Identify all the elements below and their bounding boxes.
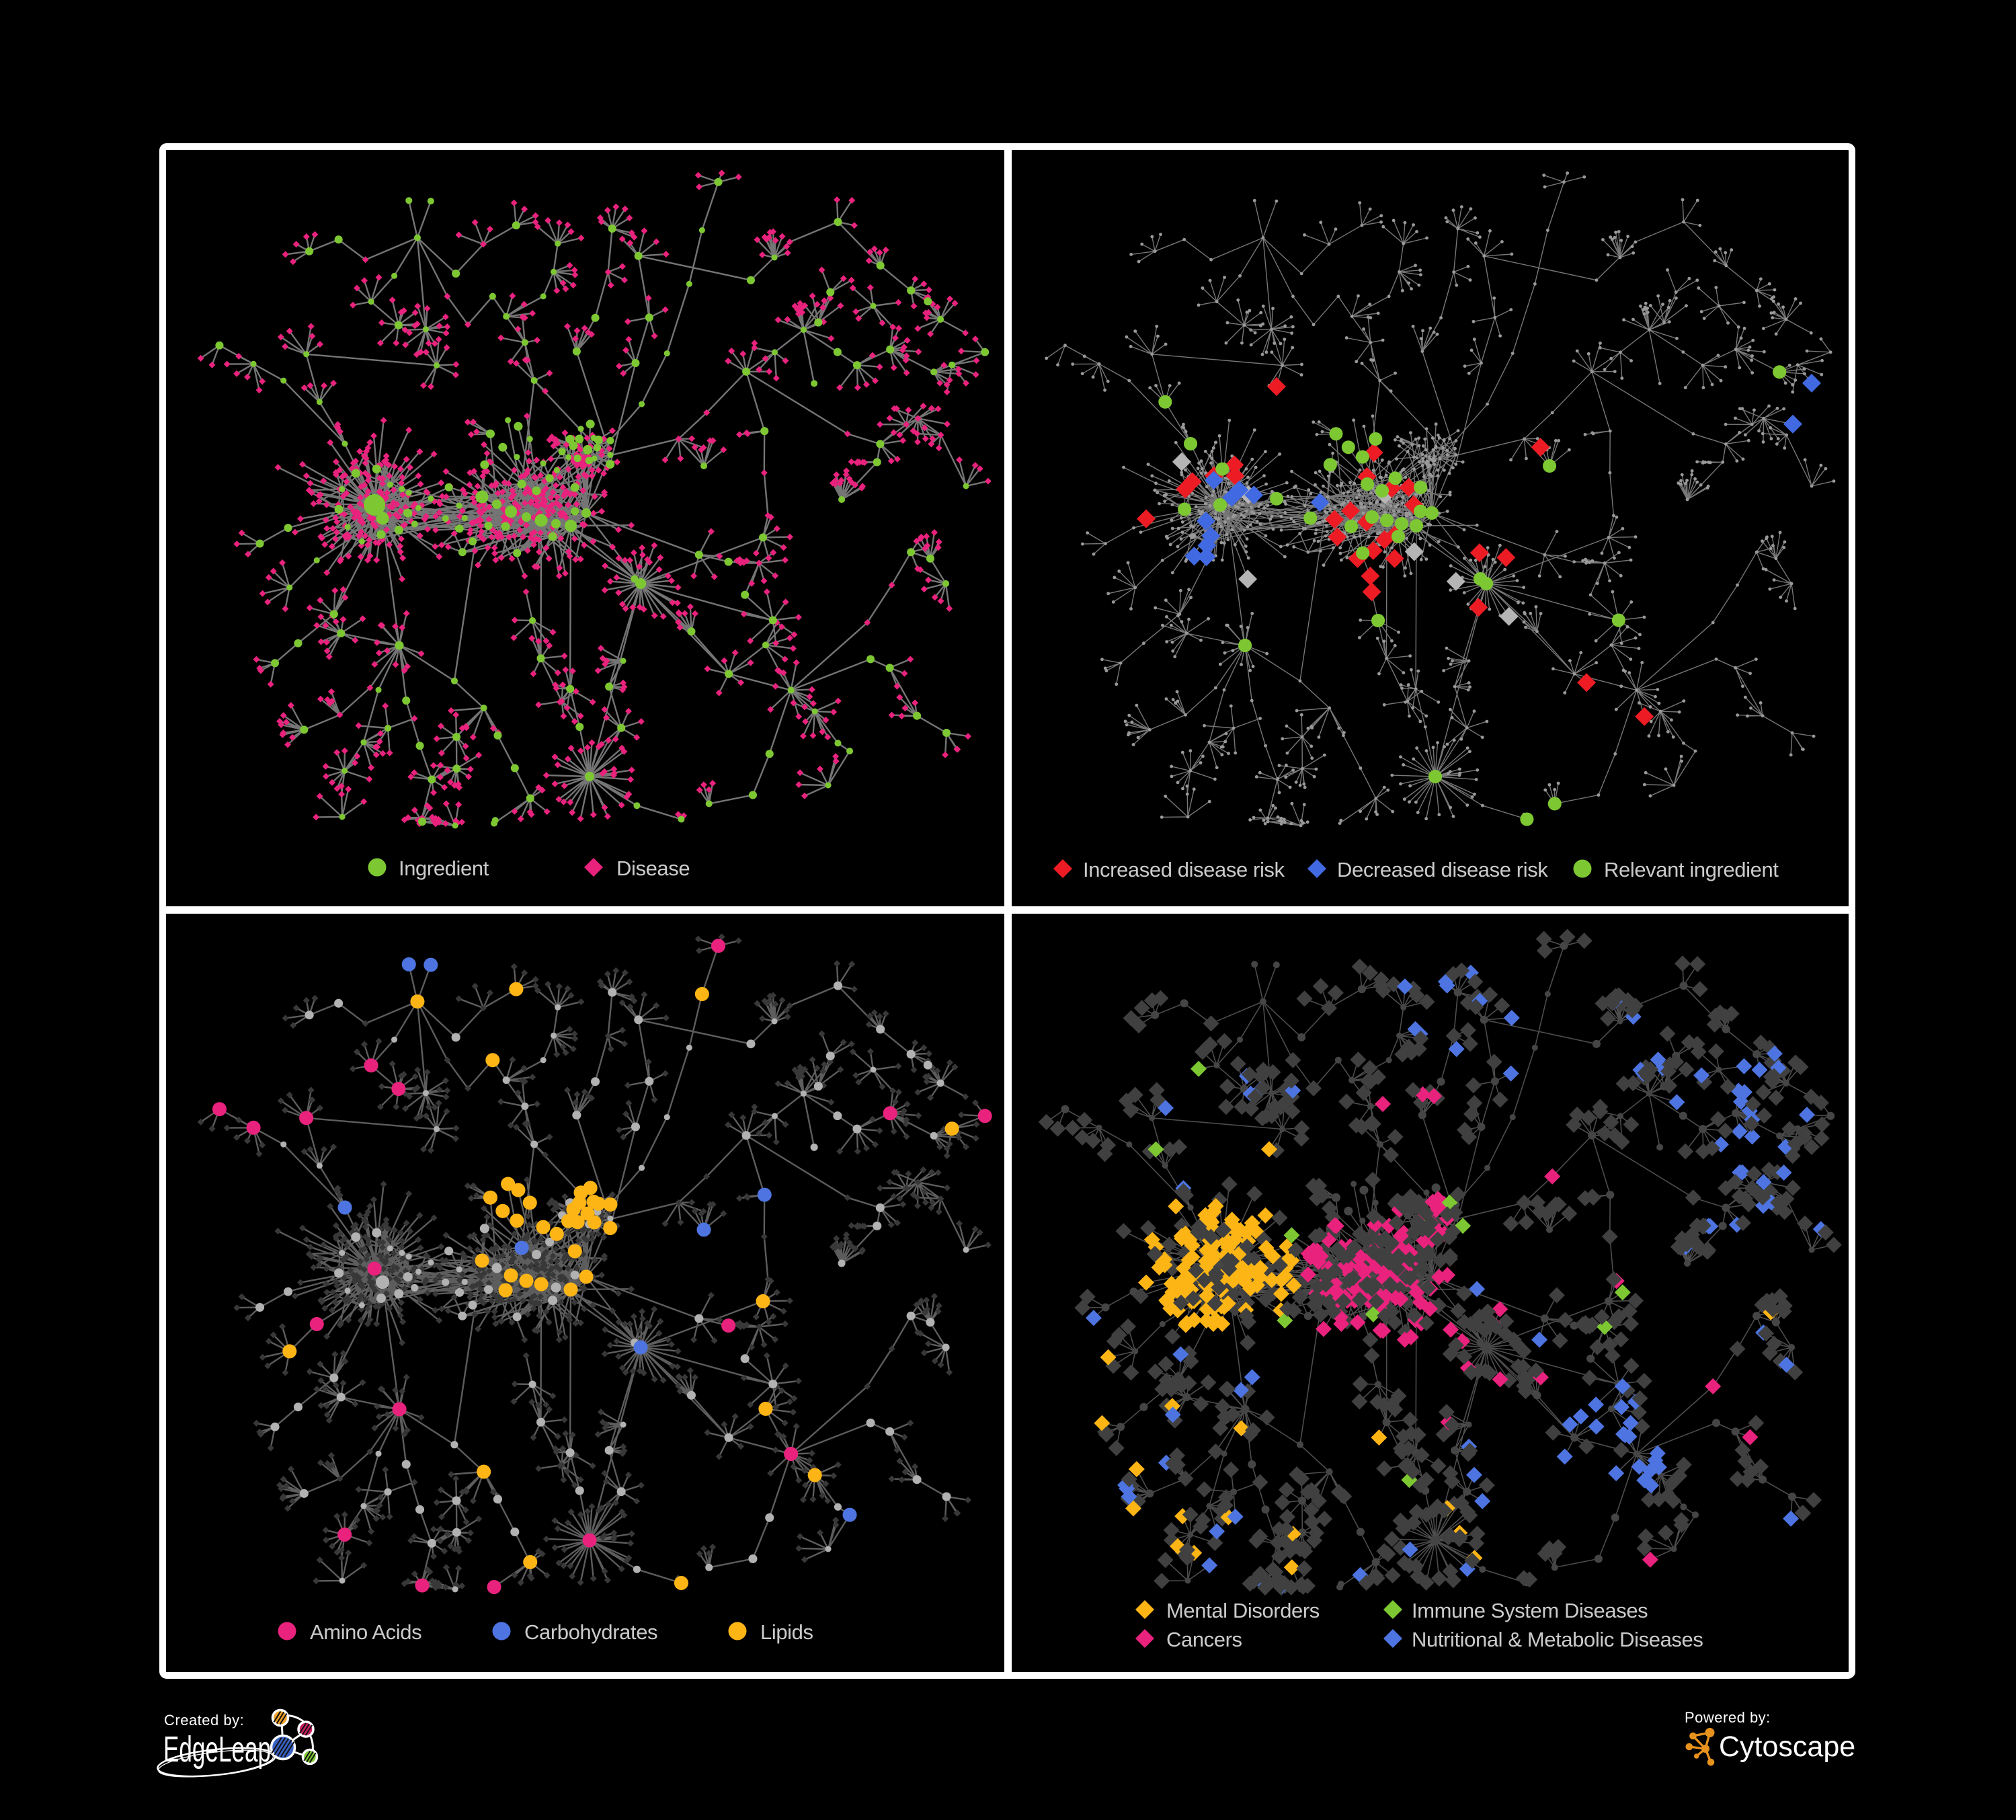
- svg-text:Relevant ingredient: Relevant ingredient: [1604, 858, 1779, 881]
- svg-text:Amino Acids: Amino Acids: [310, 1620, 421, 1644]
- svg-text:Disease: Disease: [616, 857, 690, 880]
- svg-text:Immune System Diseases: Immune System Diseases: [1412, 1599, 1648, 1622]
- svg-text:Cancers: Cancers: [1166, 1628, 1242, 1651]
- svg-text:Decreased disease risk: Decreased disease risk: [1337, 858, 1548, 881]
- svg-text:Carbohydrates: Carbohydrates: [524, 1620, 657, 1644]
- svg-text:EdgeLeap: EdgeLeap: [163, 1729, 271, 1770]
- svg-text:Cytoscape: Cytoscape: [1719, 1731, 1855, 1763]
- svg-text:Lipids: Lipids: [760, 1620, 813, 1644]
- svg-text:Nutritional & Metabolic Diseas: Nutritional & Metabolic Diseases: [1412, 1628, 1703, 1651]
- svg-text:Mental Disorders: Mental Disorders: [1166, 1599, 1320, 1622]
- svg-text:Created by:: Created by:: [164, 1712, 244, 1729]
- svg-text:Increased disease risk: Increased disease risk: [1083, 858, 1285, 881]
- svg-text:Powered by:: Powered by:: [1685, 1709, 1771, 1726]
- svg-text:Ingredient: Ingredient: [399, 857, 489, 880]
